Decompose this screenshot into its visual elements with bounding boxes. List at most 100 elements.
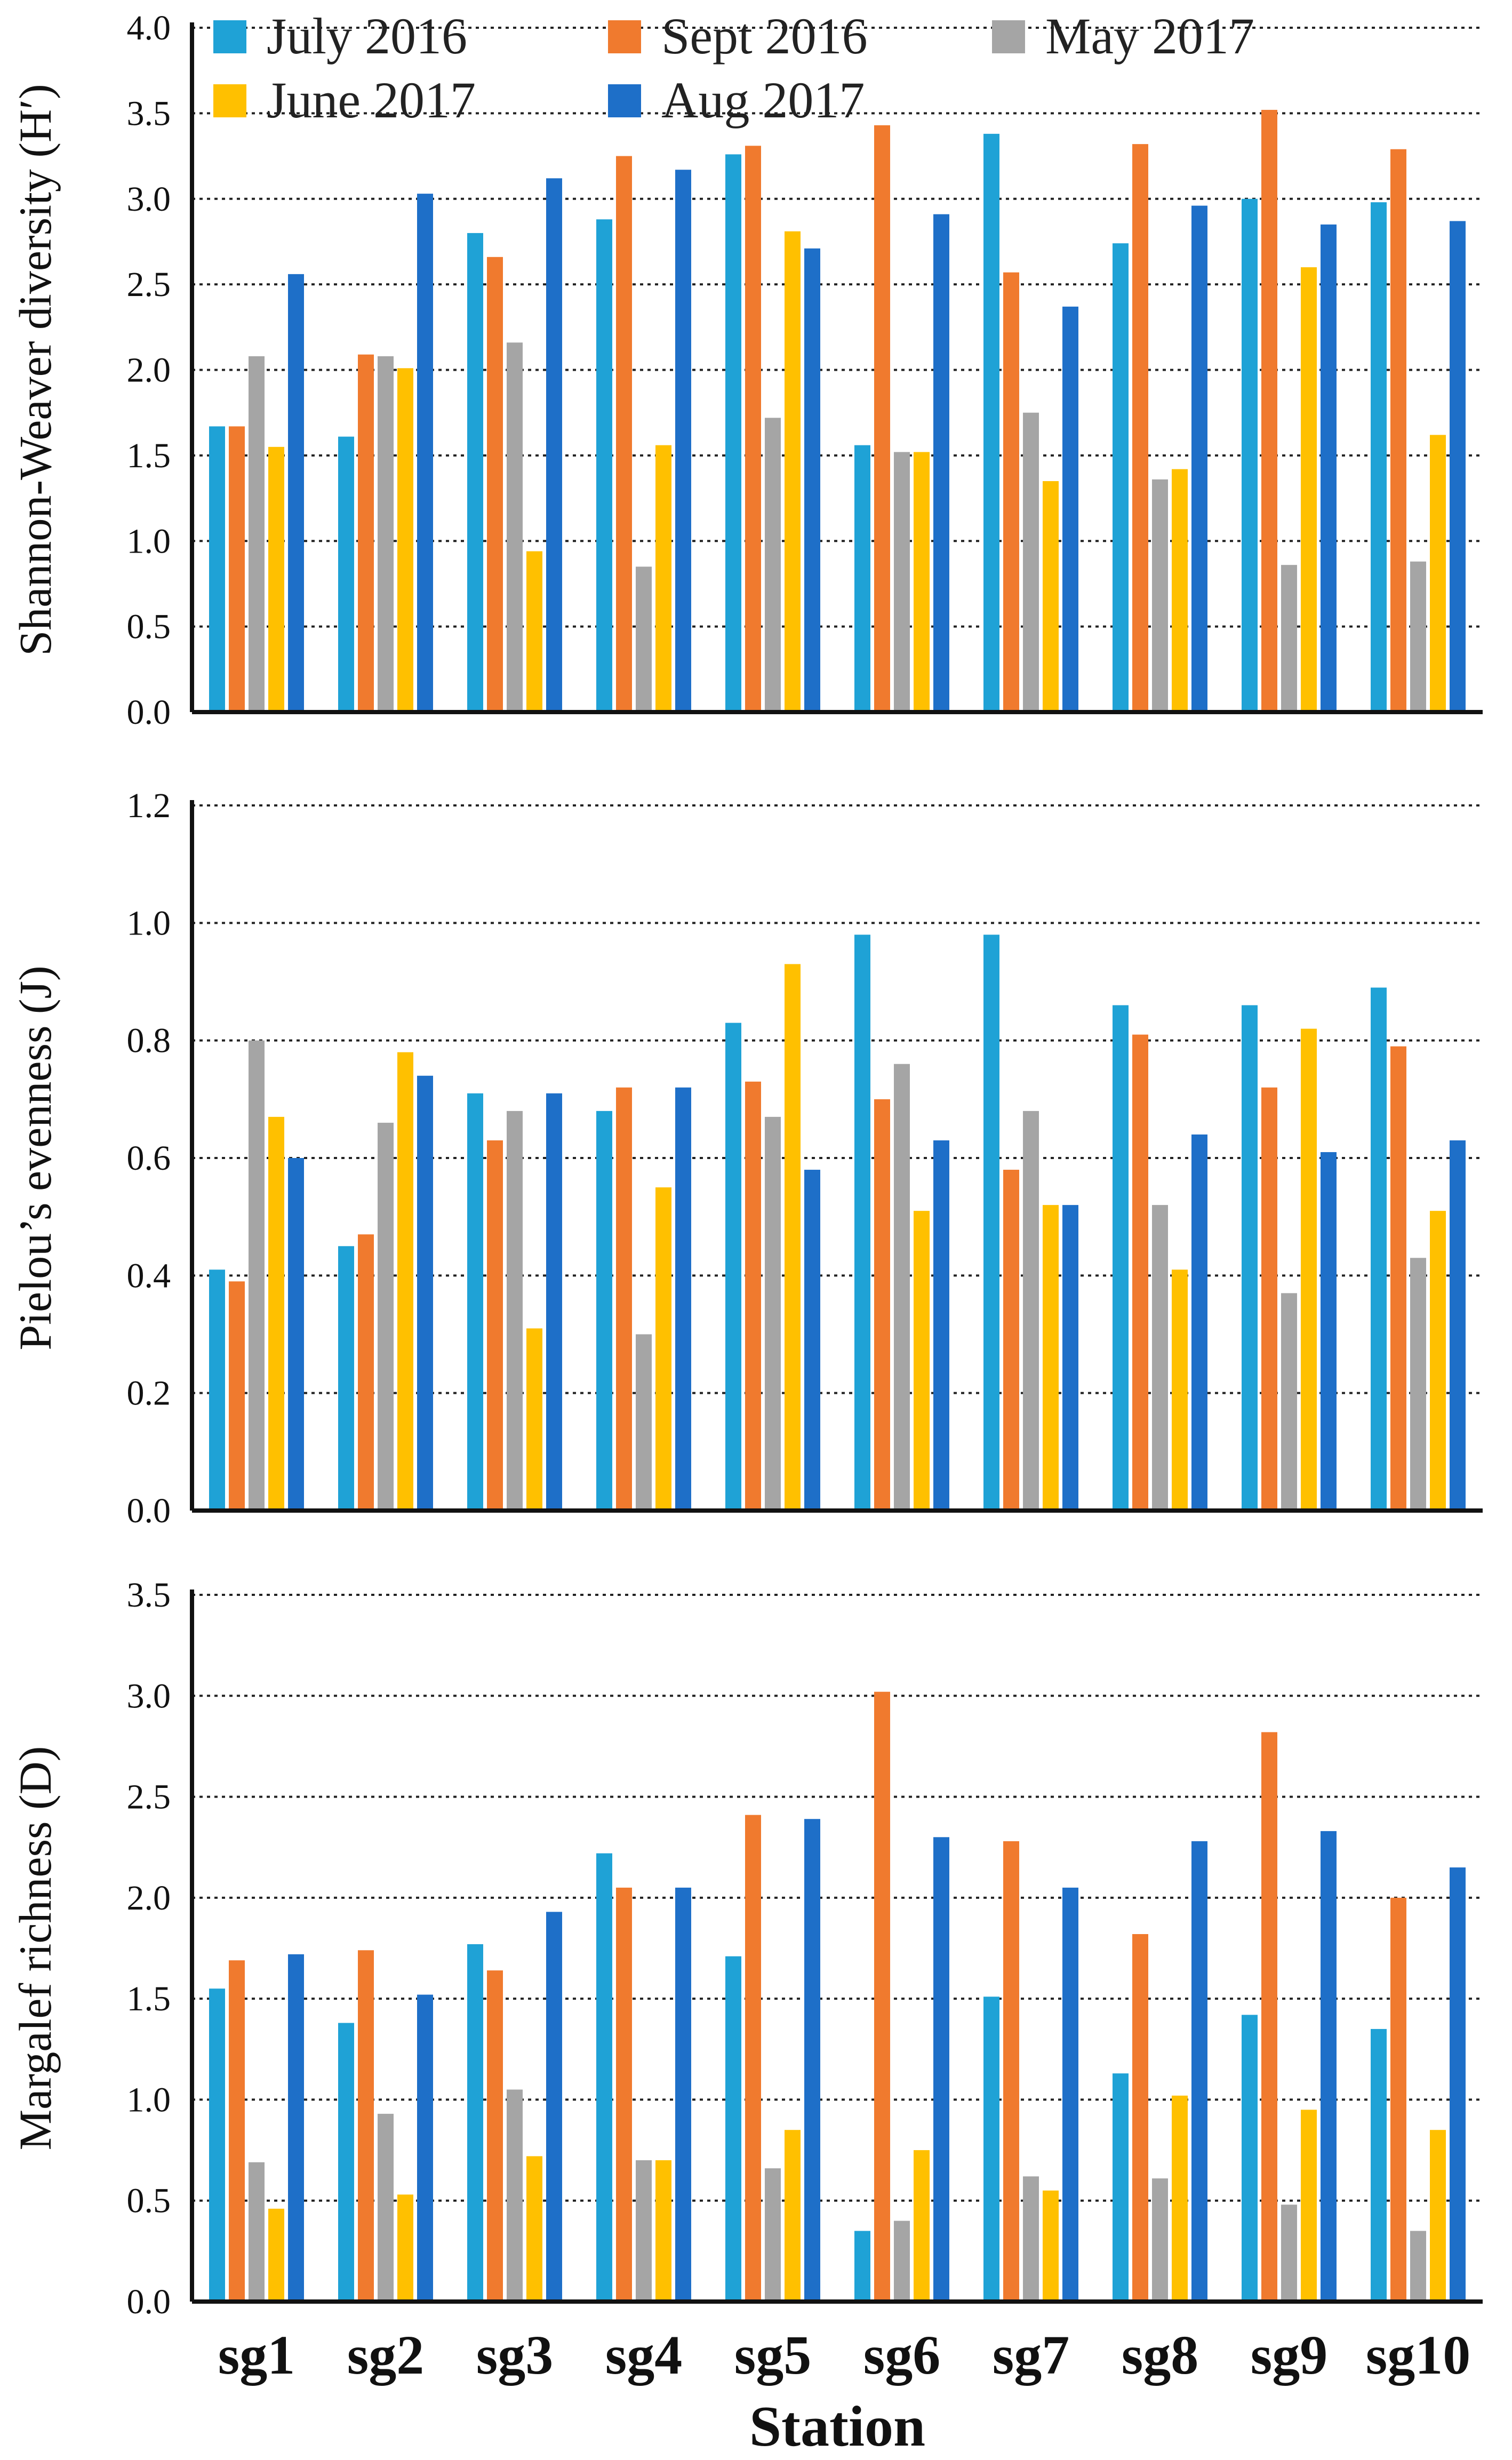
y-tick-label: 1.0	[127, 2080, 171, 2119]
bar-july-2016-sg9	[1242, 1005, 1258, 1511]
bar-aug-2017-sg2	[417, 1075, 433, 1511]
bar-sept-2016-sg6	[874, 1691, 890, 2302]
bar-aug-2017-sg7	[1062, 1887, 1078, 2302]
bar-july-2016-sg4	[596, 1111, 612, 1511]
bar-sept-2016-sg5	[745, 1081, 761, 1511]
legend-swatch	[213, 84, 246, 117]
bar-may-2017-sg2	[378, 2113, 394, 2302]
legend-item-aug-2017: Aug 2017	[608, 71, 865, 129]
y-tick-label: 0.5	[127, 608, 171, 646]
y-tick-label: 0.8	[127, 1021, 171, 1060]
bar-june-2017-sg4	[655, 2160, 671, 2302]
bar-aug-2017-sg8	[1191, 205, 1207, 713]
bar-june-2017-sg1	[268, 2208, 284, 2302]
bar-may-2017-sg9	[1281, 565, 1297, 712]
bar-july-2016-sg5	[725, 1956, 741, 2302]
bar-sept-2016-sg3	[487, 1140, 503, 1511]
bar-sept-2016-sg4	[616, 1087, 632, 1511]
bar-aug-2017-sg3	[546, 1093, 562, 1511]
bar-aug-2017-sg10	[1450, 1140, 1466, 1511]
legend-swatch	[608, 84, 641, 117]
bar-may-2017-sg1	[249, 356, 265, 712]
y-tick-label: 0.0	[127, 693, 171, 732]
bar-july-2016-sg3	[467, 1944, 483, 2302]
bar-june-2017-sg6	[914, 2150, 930, 2302]
bar-may-2017-sg10	[1410, 1258, 1426, 1511]
bar-may-2017-sg4	[636, 1334, 652, 1511]
bar-sept-2016-sg9	[1261, 1087, 1277, 1511]
bar-july-2016-sg6	[854, 445, 870, 712]
bar-sept-2016-sg5	[745, 1815, 761, 2302]
panel-2: 0.0 0.2 0.4 0.6 0.8 1.0 1.2 Pielou’s evenness (…	[10, 786, 1483, 1530]
bar-may-2017-sg3	[507, 342, 523, 712]
bar-june-2017-sg5	[785, 231, 801, 712]
bar-aug-2017-sg8	[1191, 1134, 1207, 1511]
legend-label: July 2016	[267, 7, 467, 65]
y-tick-label: 4.0	[127, 9, 171, 47]
y-tick-label: 2.5	[127, 1778, 171, 1817]
x-tick-label: sg5	[734, 2325, 811, 2386]
y-tick-label: 3.0	[127, 1676, 171, 1715]
bar-june-2017-sg6	[914, 1211, 930, 1511]
bar-sept-2016-sg10	[1390, 1897, 1406, 2302]
legend-label: Aug 2017	[661, 71, 865, 129]
bar-sept-2016-sg10	[1390, 149, 1406, 712]
bar-july-2016-sg8	[1113, 243, 1129, 712]
bar-aug-2017-sg9	[1321, 224, 1337, 712]
bar-sept-2016-sg6	[874, 1099, 890, 1511]
x-tick-label: sg2	[347, 2325, 424, 2386]
y-tick-label: 3.5	[127, 94, 171, 133]
bar-may-2017-sg5	[765, 418, 781, 712]
bar-july-2016-sg10	[1371, 2028, 1387, 2302]
bar-sept-2016-sg1	[229, 1281, 245, 1511]
bar-sept-2016-sg9	[1261, 109, 1277, 713]
bar-sept-2016-sg2	[358, 354, 374, 712]
x-tick-label: sg1	[218, 2325, 295, 2386]
bar-july-2016-sg5	[725, 1023, 741, 1511]
bar-may-2017-sg2	[378, 1122, 394, 1511]
y-tick-label: 2.0	[127, 1879, 171, 1918]
legend-item-june-2017: June 2017	[213, 71, 476, 129]
bar-may-2017-sg3	[507, 2089, 523, 2302]
bar-may-2017-sg4	[636, 2160, 652, 2302]
y-tick-label: 0.0	[127, 1491, 171, 1530]
bar-aug-2017-sg10	[1450, 221, 1466, 712]
bar-may-2017-sg10	[1410, 561, 1426, 712]
bar-sept-2016-sg10	[1390, 1046, 1406, 1511]
bar-aug-2017-sg1	[288, 1954, 304, 2302]
bar-aug-2017-sg3	[546, 178, 562, 712]
bar-june-2017-sg2	[397, 2194, 413, 2302]
y-tick-label: 1.0	[127, 522, 171, 561]
legend-label: Sept 2016	[661, 7, 868, 65]
bar-july-2016-sg6	[854, 2231, 870, 2302]
bar-aug-2017-sg4	[675, 1087, 691, 1511]
y-axis-title: Pielou’s evenness (J)	[10, 965, 61, 1350]
bar-sept-2016-sg9	[1261, 1732, 1277, 2302]
legend-item-july-2016: July 2016	[213, 7, 467, 65]
y-tick-label: 3.5	[127, 1576, 171, 1615]
bar-may-2017-sg3	[507, 1111, 523, 1511]
bar-aug-2017-sg4	[675, 1887, 691, 2302]
legend-item-may-2017: May 2017	[992, 7, 1254, 65]
bar-june-2017-sg3	[526, 2156, 542, 2302]
bar-july-2016-sg8	[1113, 1005, 1129, 1511]
y-axis-title: Margalef richness (D)	[10, 1746, 61, 2151]
bar-aug-2017-sg2	[417, 194, 433, 712]
legend-swatch	[608, 20, 641, 53]
bar-june-2017-sg9	[1301, 2110, 1317, 2302]
bar-may-2017-sg6	[894, 452, 910, 712]
y-tick-label: 0.2	[127, 1374, 171, 1413]
bar-july-2016-sg7	[983, 935, 999, 1511]
bar-june-2017-sg1	[268, 1116, 284, 1511]
bar-july-2016-sg7	[983, 1996, 999, 2302]
legend-item-sept-2016: Sept 2016	[608, 7, 868, 65]
bar-aug-2017-sg6	[933, 1140, 949, 1511]
bar-june-2017-sg5	[785, 2130, 801, 2302]
bar-june-2017-sg8	[1172, 469, 1188, 712]
bar-june-2017-sg4	[655, 445, 671, 712]
bar-july-2016-sg1	[209, 426, 225, 712]
bar-july-2016-sg8	[1113, 2073, 1129, 2302]
bar-june-2017-sg1	[268, 446, 284, 712]
y-tick-label: 0.6	[127, 1139, 171, 1178]
